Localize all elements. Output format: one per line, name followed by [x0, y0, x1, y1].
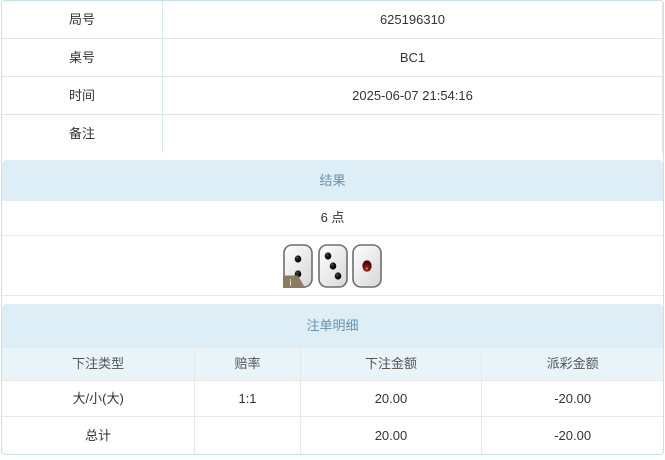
svg-text:i: i: [290, 277, 292, 287]
